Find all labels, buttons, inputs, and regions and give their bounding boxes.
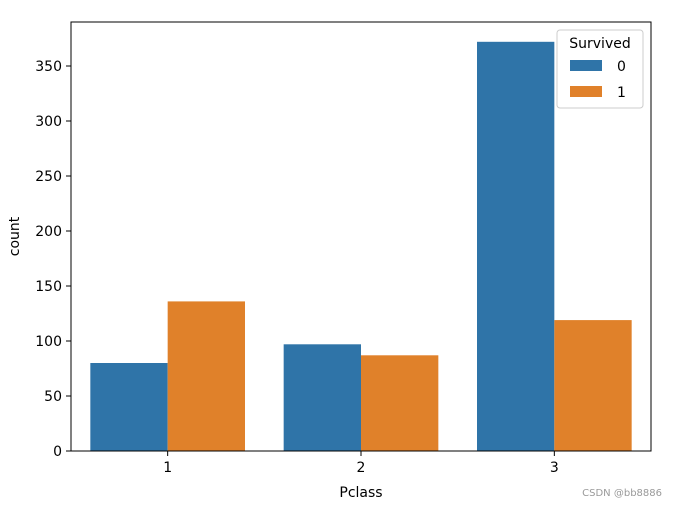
x-tick-label: 1 xyxy=(163,460,172,476)
legend-swatch-0 xyxy=(570,60,602,71)
y-tick-label: 50 xyxy=(44,389,62,405)
bar-pclass-2-survived-0 xyxy=(283,344,361,451)
x-tick-label: 2 xyxy=(357,460,366,476)
legend-label-0: 0 xyxy=(617,59,626,75)
y-axis-label: count xyxy=(7,216,23,256)
y-tick-label: 0 xyxy=(53,444,62,460)
y-tick-label: 200 xyxy=(35,224,62,240)
bar-pclass-3-survived-1 xyxy=(554,320,632,451)
y-tick-label: 250 xyxy=(35,169,62,185)
legend-swatch-1 xyxy=(570,86,602,97)
bars-group xyxy=(90,41,632,452)
x-tick-label: 3 xyxy=(550,460,559,476)
bar-pclass-1-survived-1 xyxy=(167,301,245,451)
legend: Survived 0 1 xyxy=(556,29,644,109)
x-axis-ticks: 1 2 3 xyxy=(163,451,559,476)
y-tick-label: 150 xyxy=(35,279,62,295)
y-tick-label: 100 xyxy=(35,334,62,350)
bar-pclass-3-survived-0 xyxy=(477,41,555,452)
bar-pclass-2-survived-1 xyxy=(361,355,439,451)
watermark-text: CSDN @bb8886 xyxy=(582,488,662,499)
x-axis-label: Pclass xyxy=(339,485,382,501)
legend-title: Survived xyxy=(569,36,630,52)
y-tick-label: 300 xyxy=(35,114,62,130)
legend-label-1: 1 xyxy=(617,85,626,101)
y-axis-ticks: 0 50 100 150 200 250 300 350 xyxy=(35,59,71,460)
y-tick-label: 350 xyxy=(35,59,62,75)
plot-frame xyxy=(70,21,652,452)
bar-pclass-1-survived-0 xyxy=(90,363,168,451)
